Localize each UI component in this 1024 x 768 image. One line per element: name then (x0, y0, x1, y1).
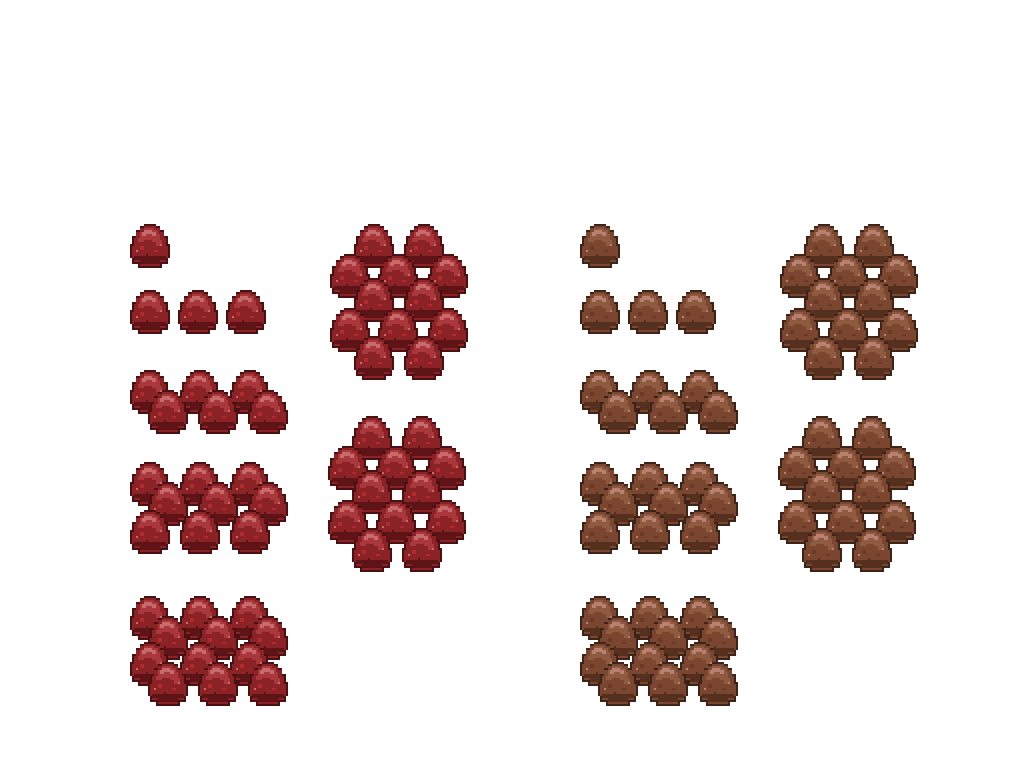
red-rock-sprite (126, 288, 174, 342)
brown-rock-sprite (774, 498, 822, 552)
red-rock-sprite (372, 498, 420, 552)
brown-rock-sprite (624, 288, 672, 342)
red-rock-sprite (194, 388, 242, 442)
brown-rock-sprite (824, 306, 872, 360)
brown-rock-sprite (800, 222, 848, 276)
red-rock-sprite (174, 288, 222, 342)
red-rock-sprite (350, 334, 398, 388)
red-rock-sprite (348, 468, 396, 522)
red-rock-sprite (398, 468, 446, 522)
brown-rock-sprite (576, 288, 624, 342)
brown-rock-sprite (676, 508, 724, 562)
brown-rock-sprite (848, 414, 896, 468)
red-rock-sprite (400, 222, 448, 276)
brown-rock-sprite (626, 508, 674, 562)
brown-rock-sprite (800, 334, 848, 388)
brown-rock-sprite (644, 388, 692, 442)
red-rock-sprite (326, 306, 374, 360)
brown-rock-sprite (874, 252, 922, 306)
brown-rock-sprite (576, 222, 624, 276)
brown-rock-sprite (594, 388, 642, 442)
red-rock-sprite (398, 414, 446, 468)
red-rock-sprite (422, 498, 470, 552)
brown-rock-sprite (848, 468, 896, 522)
red-rock-sprite (374, 306, 422, 360)
red-rock-sprite (350, 222, 398, 276)
brown-rock-sprite (850, 222, 898, 276)
red-rock-sprite (400, 334, 448, 388)
red-rock-sprite (350, 276, 398, 330)
brown-rock-sprite (798, 526, 846, 580)
brown-rock-sprite (850, 334, 898, 388)
brown-rock-sprite (672, 288, 720, 342)
brown-rock-sprite (822, 498, 870, 552)
brown-rock-sprite (872, 498, 920, 552)
red-rock-sprite (244, 660, 292, 714)
red-rock-sprite (176, 508, 224, 562)
red-rock-sprite (126, 508, 174, 562)
brown-rock-sprite (576, 508, 624, 562)
brown-rock-sprite (694, 660, 742, 714)
red-rock-sprite (400, 276, 448, 330)
red-rock-sprite (424, 306, 472, 360)
red-rock-sprite (348, 526, 396, 580)
red-rock-sprite (244, 388, 292, 442)
red-rock-sprite (226, 508, 274, 562)
brown-rock-sprite (874, 306, 922, 360)
brown-rock-sprite (644, 660, 692, 714)
brown-rock-sprite (800, 276, 848, 330)
red-rock-sprite (326, 252, 374, 306)
brown-rock-sprite (776, 252, 824, 306)
brown-rock-sprite (576, 368, 624, 422)
red-rock-sprite (194, 660, 242, 714)
brown-rock-sprite (776, 306, 824, 360)
brown-rock-sprite (798, 468, 846, 522)
red-rock-sprite (398, 526, 446, 580)
brown-rock-sprite (694, 388, 742, 442)
red-rock-sprite (348, 414, 396, 468)
red-rock-sprite (144, 388, 192, 442)
red-rock-sprite (324, 498, 372, 552)
red-rock-sprite (222, 288, 270, 342)
brown-rock-sprite (798, 414, 846, 468)
red-rock-sprite (144, 660, 192, 714)
brown-rock-sprite (850, 276, 898, 330)
brown-rock-sprite (848, 526, 896, 580)
brown-rock-sprite (676, 640, 724, 694)
brown-rock-sprite (594, 660, 642, 714)
red-rock-sprite (126, 222, 174, 276)
